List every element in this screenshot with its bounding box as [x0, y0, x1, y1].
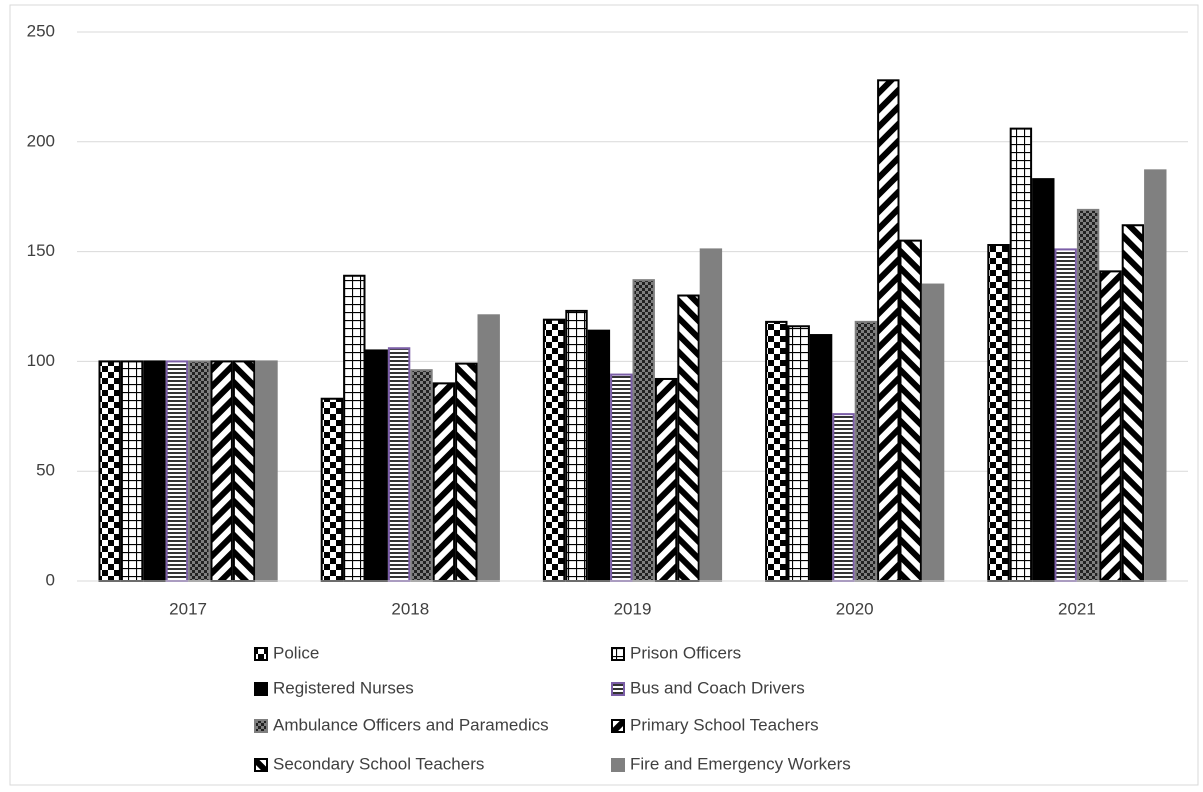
bar [565, 309, 588, 582]
bar [632, 279, 655, 582]
bar [765, 320, 788, 582]
legend-swatch [611, 682, 625, 696]
bar [1009, 127, 1033, 582]
bar [1099, 270, 1122, 582]
legend-label: Ambulance Officers and Paramedics [273, 715, 549, 734]
legend-label: Registered Nurses [273, 678, 414, 697]
bar [610, 373, 633, 582]
bar [832, 413, 855, 582]
y-tick-label: 250 [27, 21, 55, 40]
legend-swatch [254, 682, 268, 696]
legend-swatch [254, 647, 268, 661]
bar [387, 347, 411, 582]
bar [921, 283, 945, 582]
y-tick-label: 0 [46, 570, 55, 589]
x-tick-label: 2018 [391, 599, 429, 618]
chart-frame [9, 4, 1199, 786]
legend-label: Primary School Teachers [630, 715, 819, 734]
bar [232, 360, 256, 582]
bar [410, 369, 433, 582]
bar [1121, 224, 1145, 583]
legend-label: Secondary School Teachers [273, 754, 484, 773]
legend-swatch [611, 719, 625, 733]
bar [677, 294, 700, 582]
bar [854, 320, 878, 582]
legend-label: Fire and Emergency Workers [630, 754, 851, 773]
legend-label: Bus and Coach Drivers [630, 678, 805, 697]
bar [587, 329, 611, 582]
legend-swatch [254, 758, 268, 772]
bar [143, 360, 166, 582]
bar [165, 360, 189, 582]
bar [542, 318, 566, 582]
y-tick-label: 50 [36, 461, 55, 480]
bar [188, 360, 211, 582]
legend-label: Prison Officers [630, 643, 741, 662]
bar [320, 397, 344, 582]
bar [98, 360, 121, 582]
x-tick-label: 2020 [836, 599, 874, 618]
bar [477, 314, 500, 582]
bar [255, 360, 278, 582]
x-tick-label: 2021 [1058, 599, 1096, 618]
bar [699, 248, 723, 583]
bar [1054, 248, 1077, 583]
bar [877, 79, 900, 582]
bar [120, 360, 144, 582]
bar [455, 362, 478, 583]
y-tick-label: 100 [27, 351, 55, 370]
bar [343, 274, 366, 582]
y-tick-label: 150 [27, 241, 55, 260]
bar [1032, 178, 1055, 583]
bar [987, 244, 1010, 582]
legend-swatch [611, 647, 625, 661]
legend-swatch [611, 758, 625, 772]
bar [1076, 208, 1100, 582]
bar [432, 382, 456, 582]
bar [1144, 169, 1167, 583]
bar [365, 349, 388, 583]
x-tick-label: 2019 [614, 599, 652, 618]
bar [210, 360, 233, 582]
x-tick-label: 2017 [169, 599, 207, 618]
bar [787, 325, 810, 582]
bar [899, 239, 922, 582]
legend-label: Police [273, 643, 319, 662]
y-tick-label: 200 [27, 131, 55, 150]
bar [809, 334, 833, 582]
bar [654, 377, 678, 582]
legend-swatch [254, 719, 268, 733]
